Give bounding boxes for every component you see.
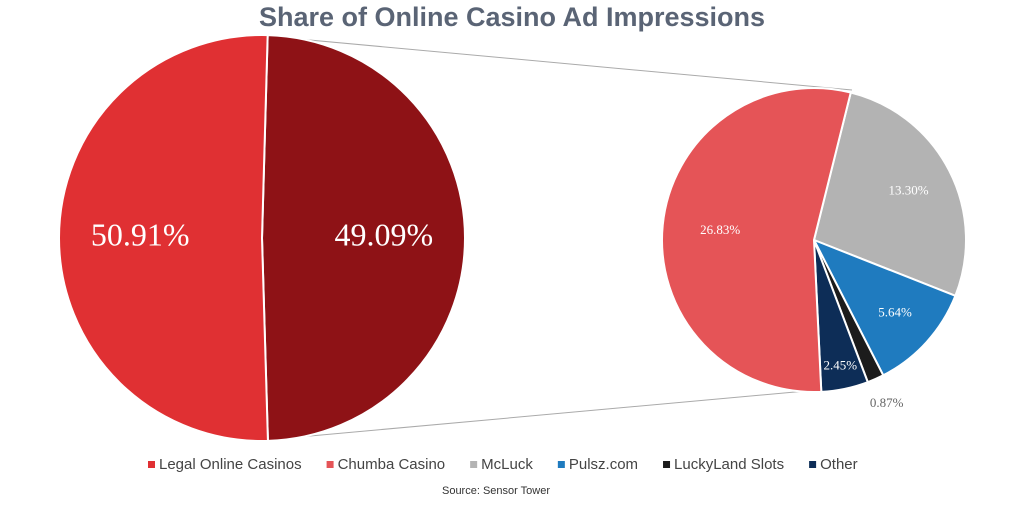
legend-swatch (557, 461, 565, 468)
legend-label: Other (820, 456, 858, 473)
connector-line (265, 35, 853, 91)
legend-label: Legal Online Casinos (159, 456, 302, 473)
data-label: 26.83% (700, 222, 740, 237)
legend-label: McLuck (481, 456, 533, 473)
legend-swatch (326, 461, 334, 468)
data-label: 0.87% (870, 395, 904, 410)
data-label: 2.45% (823, 357, 857, 372)
data-label: 49.09% (334, 216, 433, 252)
pie-slice (661, 87, 852, 393)
connector-line (265, 389, 818, 441)
legend-swatch (470, 461, 478, 468)
legend-swatch (809, 461, 817, 468)
data-label: 5.64% (878, 305, 912, 320)
legend-label: LuckyLand Slots (674, 456, 784, 473)
legend-swatch (663, 461, 671, 468)
pie-slice (812, 91, 967, 298)
data-label: 50.91% (91, 216, 190, 252)
pie-slice (260, 34, 466, 442)
legend-label: Pulsz.com (569, 456, 638, 473)
source: Source: Sensor Tower (442, 485, 550, 497)
legend-swatch (148, 461, 155, 468)
pie-slice (811, 238, 957, 377)
data-label: 13.30% (889, 182, 929, 197)
pie-slice (58, 34, 269, 442)
legend-label: Chumba Casino (338, 456, 446, 473)
chart-title: Share of Online Casino Ad Impressions (259, 2, 765, 32)
